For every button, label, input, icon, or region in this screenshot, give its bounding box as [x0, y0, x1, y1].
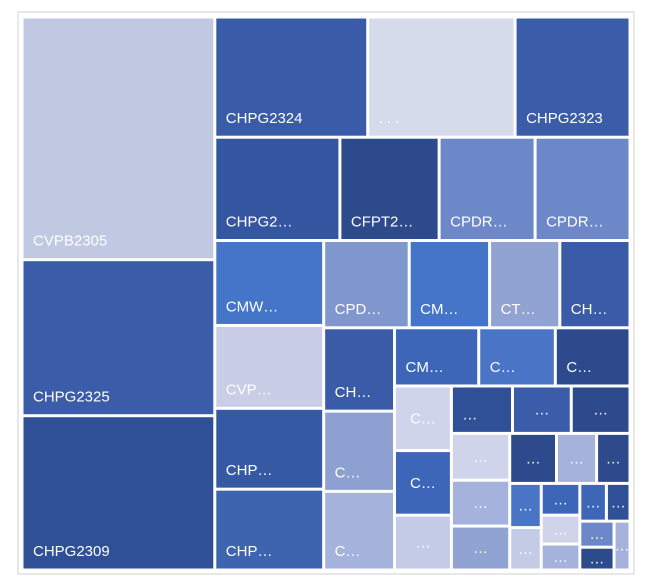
tile: [581, 484, 605, 520]
tile-label: CM…: [420, 301, 458, 318]
tile: [542, 516, 579, 543]
tile: [369, 18, 514, 136]
tile: [410, 242, 489, 327]
tile-label: CPDR…: [450, 214, 508, 231]
tile: [557, 434, 596, 482]
tile: [23, 417, 214, 569]
tile-label: CH…: [335, 384, 372, 401]
tile-label: …: [473, 449, 488, 466]
tile-label: C…: [490, 359, 516, 376]
tile: [598, 434, 629, 482]
tile-label: …: [553, 522, 568, 539]
tile-label: C…: [410, 410, 436, 427]
tile: [452, 527, 509, 569]
tile-label: …: [569, 450, 584, 467]
tile: [491, 242, 559, 327]
tile-label: CVPB2305: [33, 233, 107, 250]
tile: [396, 452, 450, 514]
tile: [516, 18, 629, 136]
tile: [536, 138, 629, 240]
tile-label: CPD…: [335, 301, 382, 318]
tile-label: CPDR…: [546, 214, 604, 231]
tile: [216, 242, 323, 324]
tile: [542, 545, 579, 569]
tile: [396, 329, 478, 385]
tile-label: CMW…: [226, 298, 279, 315]
tile: [325, 492, 394, 569]
tile: [581, 548, 613, 569]
tile: [23, 18, 214, 259]
tile: [572, 387, 629, 432]
tile-label: CHPG2…: [226, 214, 293, 231]
tile: [452, 387, 512, 432]
tile: [325, 242, 408, 327]
tile-label: …: [553, 491, 568, 508]
tile: [325, 329, 394, 410]
tile-label: C…: [566, 359, 592, 376]
tile-label: CHP…: [226, 462, 273, 479]
tile-label: …: [473, 540, 488, 557]
tile-label: CFPT2…: [351, 214, 414, 231]
tile: [561, 242, 629, 327]
tile-label: …: [589, 526, 604, 543]
tile: [511, 434, 555, 482]
tile-label: …: [606, 450, 621, 467]
tile-label: CVP…: [226, 381, 272, 398]
tile-label: C…: [335, 464, 361, 481]
tile-label: …: [553, 549, 568, 566]
tile-label: CHPG2309: [33, 543, 110, 560]
tile: [23, 261, 214, 415]
tile: [216, 490, 323, 569]
tile: [514, 387, 570, 432]
tile-label: …: [526, 450, 541, 467]
tile-label: . . .: [379, 110, 400, 127]
tile: [396, 516, 450, 569]
tile: [615, 522, 629, 569]
tile: [396, 387, 450, 450]
tile: [452, 434, 509, 479]
tile: [452, 481, 509, 525]
tile-label: …: [462, 406, 477, 423]
tile: [216, 18, 367, 136]
tile-label: …: [534, 402, 549, 419]
tile: [341, 138, 438, 240]
tile-label: …: [518, 497, 533, 514]
tile: [581, 522, 613, 546]
tile: [511, 529, 540, 569]
tile: [325, 412, 394, 490]
tile-label: …: [518, 541, 533, 558]
tile-label: …: [611, 494, 626, 511]
tile: [511, 484, 540, 527]
tile: [556, 329, 629, 385]
tile: [480, 329, 554, 385]
tile-label: CM…: [406, 359, 444, 376]
tile-label: CT…: [501, 301, 536, 318]
tile: [440, 138, 534, 240]
tile: [216, 138, 339, 240]
tile: [607, 484, 629, 520]
tile-label: C…: [335, 543, 361, 560]
tile-label: CH…: [571, 301, 608, 318]
tile-label: CHP…: [226, 543, 273, 560]
tile-label: …: [589, 551, 604, 568]
tile-label: …: [415, 535, 430, 552]
tile-label: C…: [410, 475, 436, 492]
tile-label: CHPG2323: [526, 110, 603, 127]
tile: [216, 326, 323, 407]
tile: [216, 409, 323, 488]
tile-label: …: [473, 495, 488, 512]
tile: [542, 484, 579, 514]
tile-label: CHPG2325: [33, 389, 110, 406]
tile-label: CHPG2324: [226, 110, 303, 127]
tile-label: …: [593, 402, 608, 419]
tile-label: …: [586, 494, 601, 511]
tile-label: …: [615, 538, 630, 555]
